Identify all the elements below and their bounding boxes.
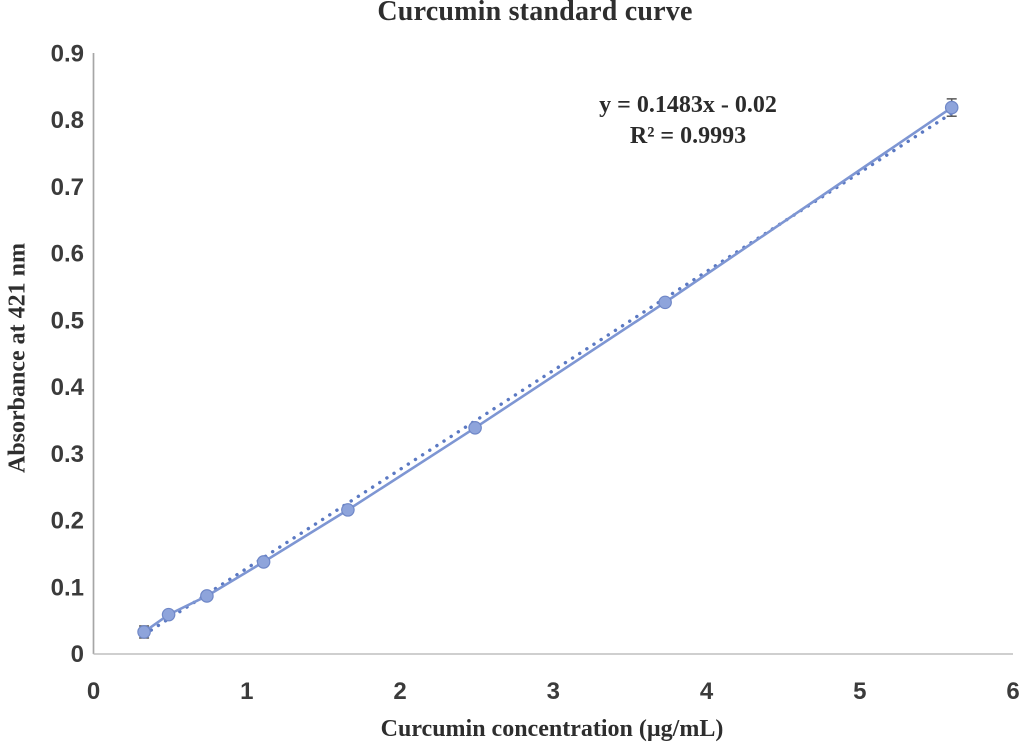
x-tick-label: 4 <box>700 678 714 705</box>
x-tick-label: 0 <box>87 678 100 705</box>
data-point-marker <box>944 100 959 115</box>
data-point-marker <box>256 555 271 569</box>
data-point-marker <box>468 421 482 435</box>
y-tick-label: 0.7 <box>51 174 84 201</box>
x-tick-label: 2 <box>393 678 406 705</box>
x-tick-label: 1 <box>240 678 253 705</box>
data-point-marker <box>137 625 151 639</box>
r-squared-text: R² = 0.9993 <box>629 123 747 149</box>
y-tick-label: 0.3 <box>51 441 84 468</box>
y-axis-title: Absorbance at 421 nm <box>4 242 31 474</box>
data-point-marker <box>161 607 176 622</box>
data-point-marker <box>341 503 355 517</box>
x-axis-title: Curcumin concentration (µg/mL) <box>380 716 724 742</box>
series-line <box>143 106 953 634</box>
trendline-equation-text: y = 0.1483x - 0.02 <box>599 92 777 118</box>
y-tick-label: 0.5 <box>51 307 84 334</box>
y-tick-label: 0 <box>71 641 84 668</box>
x-tick-label: 6 <box>1006 678 1019 705</box>
x-tick-label: 5 <box>853 678 866 705</box>
y-tick-label: 0.9 <box>51 41 84 68</box>
y-tick-label: 0.2 <box>51 508 84 535</box>
y-tick-label: 0.8 <box>51 107 84 134</box>
y-tick-label: 0.4 <box>51 374 85 401</box>
data-point-marker <box>658 295 672 310</box>
y-tick-label: 0.6 <box>51 241 84 268</box>
trendline-annotation: y = 0.1483x - 0.02 R² = 0.9993 <box>538 90 838 152</box>
chart-title: Curcumin standard curve <box>377 0 693 27</box>
y-tick-label: 0.1 <box>51 574 84 601</box>
data-point-marker <box>200 589 214 603</box>
x-tick-label: 3 <box>547 678 560 705</box>
trendline-dotted <box>142 111 954 637</box>
